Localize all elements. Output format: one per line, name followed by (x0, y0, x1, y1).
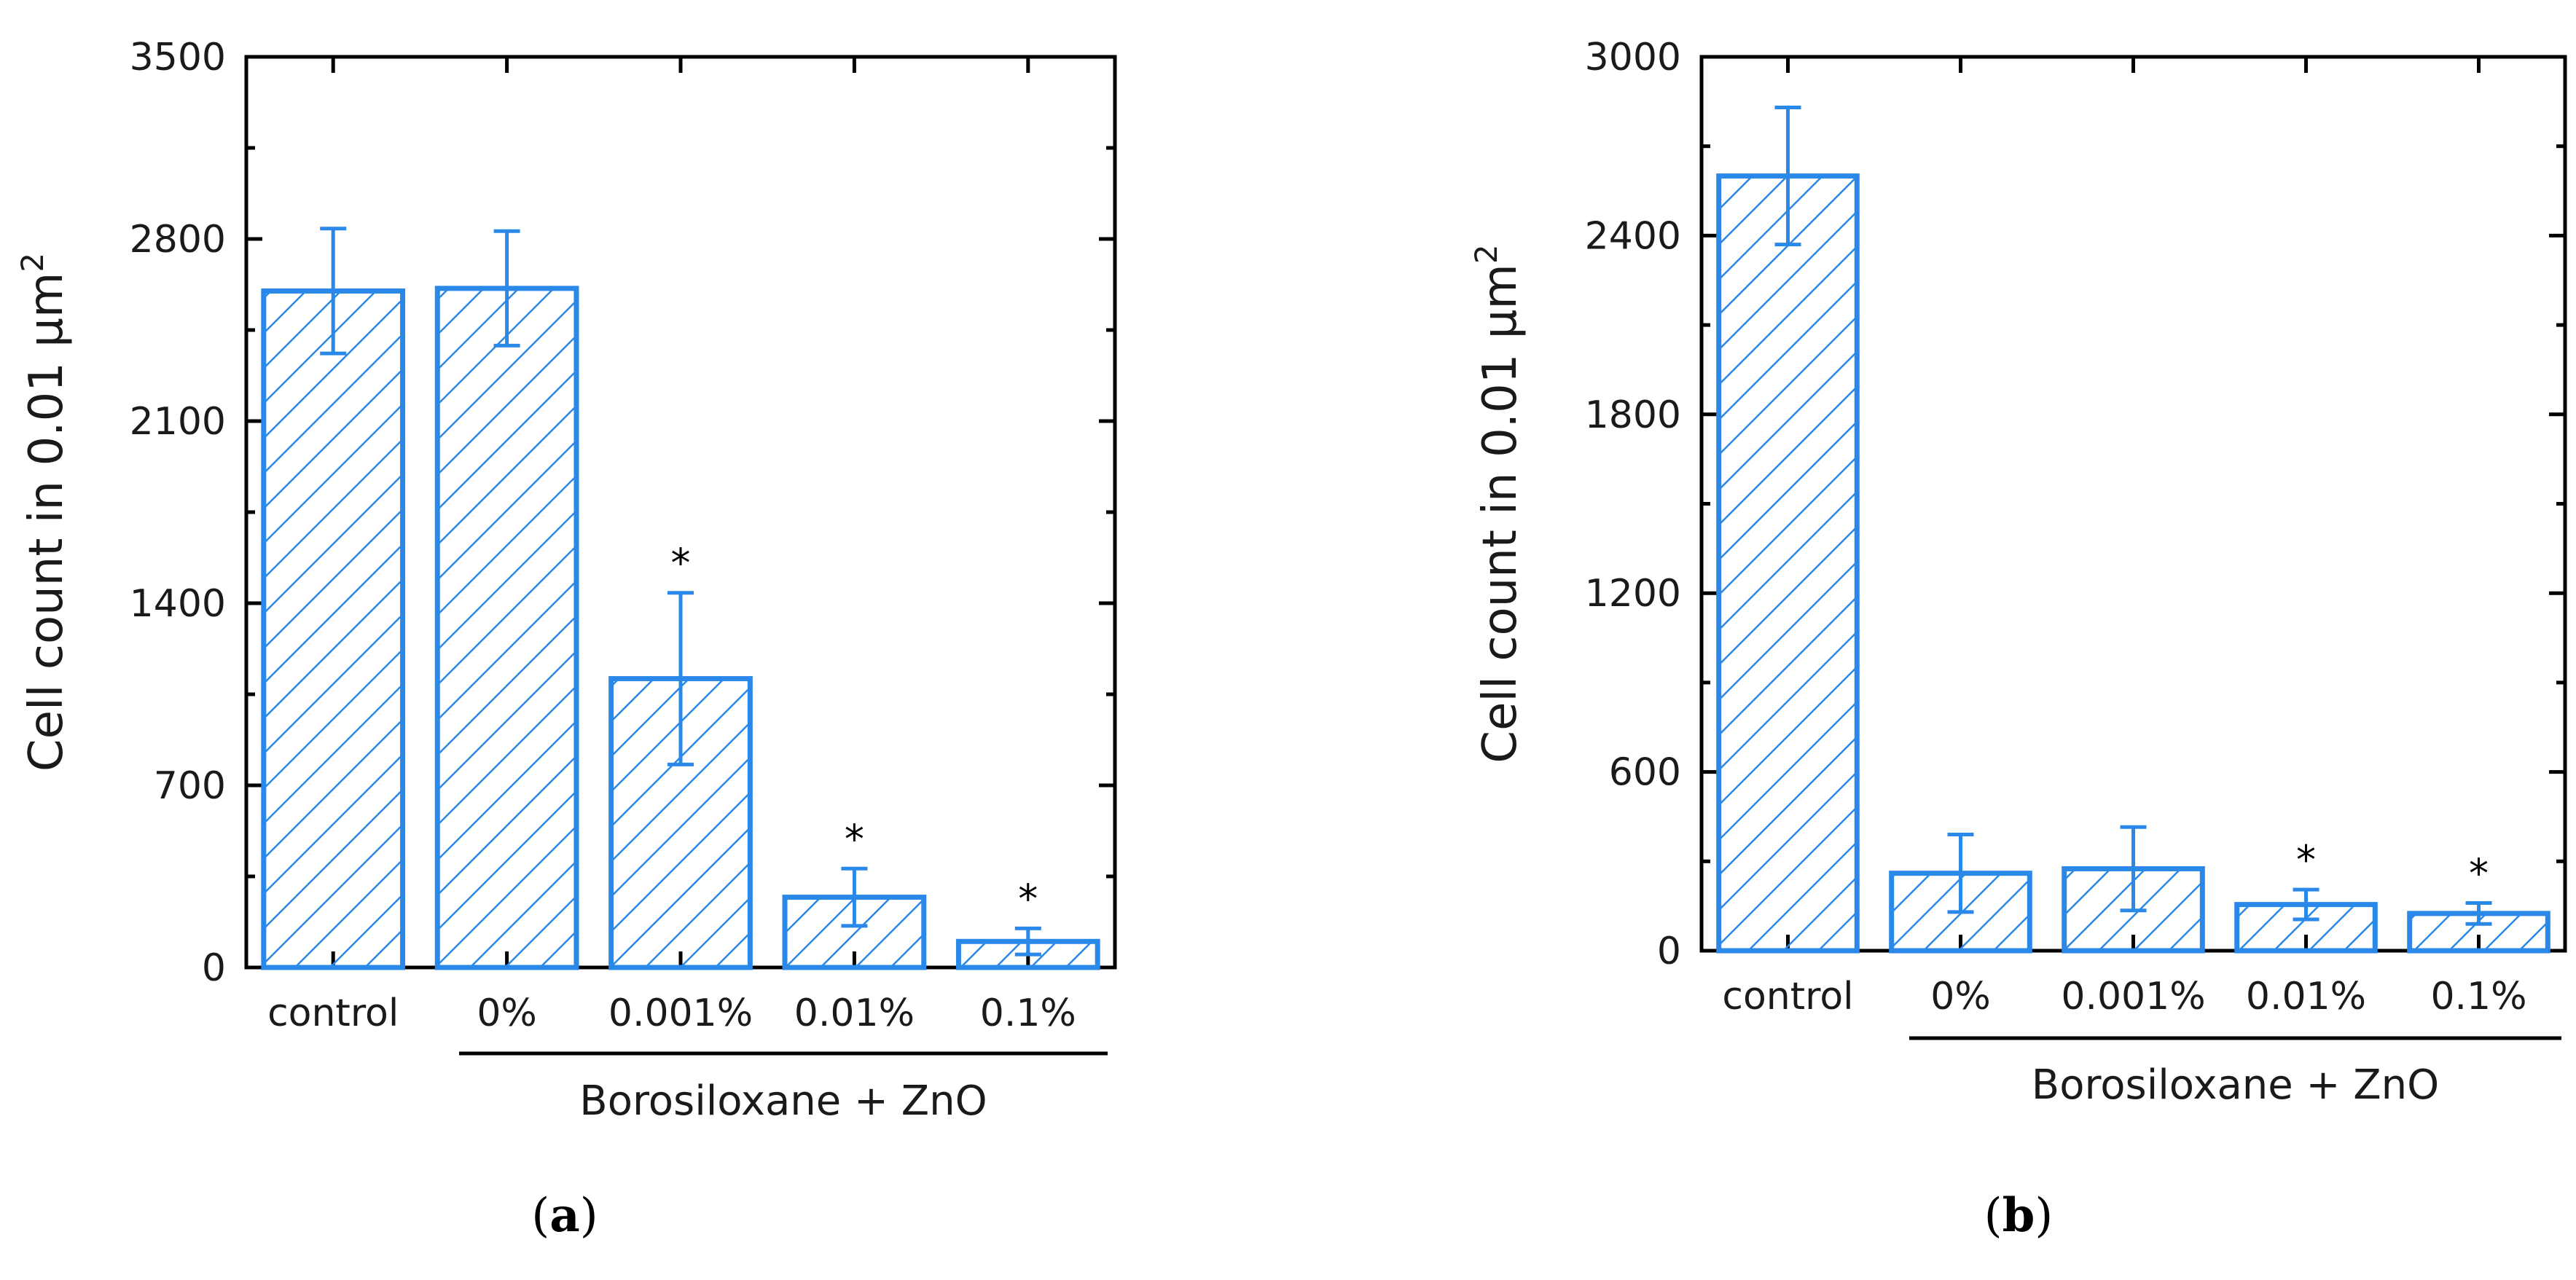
y-tick-label: 600 (1609, 751, 1681, 795)
x-tick-label: 0.01% (2246, 975, 2366, 1018)
significance-marker: * (2469, 851, 2489, 897)
x-tick-label: 0% (477, 992, 537, 1035)
x-tick-label: 0.01% (794, 992, 915, 1035)
y-axis-label: Cell count in 0.01 μm2 (15, 253, 74, 771)
y-tick-label: 1800 (1585, 393, 1681, 437)
x-tick-label: 0.1% (2430, 975, 2526, 1018)
bar-control (1716, 173, 1860, 954)
significance-marker: * (845, 816, 864, 862)
y-tick-label: 3500 (130, 36, 226, 79)
bar-0% (434, 286, 579, 970)
x-tick-label: 0% (1930, 975, 1991, 1018)
y-tick-label: 2100 (130, 400, 226, 444)
x-tick-label: control (1722, 975, 1853, 1018)
group-label: Borosiloxane + ZnO (2032, 1061, 2439, 1109)
y-tick-label: 700 (154, 764, 226, 808)
significance-marker: * (1018, 876, 1038, 922)
x-tick-label: control (267, 992, 399, 1035)
y-tick-label: 1400 (130, 582, 226, 626)
x-tick-label: 0.001% (608, 992, 753, 1035)
y-tick-label: 2400 (1585, 214, 1681, 258)
significance-marker: * (2296, 837, 2316, 883)
x-tick-label: 0.1% (980, 992, 1076, 1035)
y-tick-label: 0 (1657, 930, 1681, 973)
bar-control (261, 288, 406, 970)
y-tick-label: 0 (202, 946, 226, 990)
y-tick-label: 2800 (130, 218, 226, 262)
panel-label: (b) (1984, 1188, 2054, 1243)
significance-marker: * (671, 541, 691, 586)
chart-panel-b: 0 600 1200 1800 2400 3000 control 0% 0.001% * 0.01… (1468, 36, 2567, 1243)
y-tick-label: 3000 (1585, 36, 1681, 79)
group-label: Borosiloxane + ZnO (579, 1077, 987, 1125)
y-tick-label: 1200 (1585, 572, 1681, 616)
chart-panel-a: 0 700 1400 2100 2800 3500 control 0% * 0.001% * 0.0… (15, 36, 1117, 1243)
y-axis-label: Cell count in 0.01 μm2 (1468, 244, 1527, 763)
x-tick-label: 0.001% (2061, 975, 2205, 1018)
panel-label: (a) (531, 1188, 598, 1243)
